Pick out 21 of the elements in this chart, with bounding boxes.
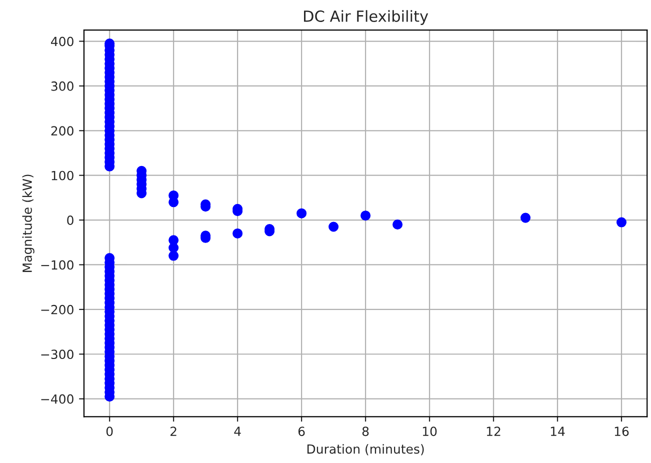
y-tick-label: −100 xyxy=(41,260,74,270)
x-tick-label: 8 xyxy=(362,426,369,436)
x-tick-label: 14 xyxy=(550,426,565,436)
y-tick-label: 100 xyxy=(52,170,74,180)
chart-title: DC Air Flexibility xyxy=(304,10,428,25)
y-tick-label: 300 xyxy=(51,81,74,91)
x-tick-label: 6 xyxy=(298,426,305,436)
y-axis-title: Magnitude (kW) xyxy=(22,174,34,272)
x-tick-label: 0 xyxy=(106,426,113,436)
y-tick-label: −300 xyxy=(41,350,74,360)
x-tick-label: 16 xyxy=(614,426,629,436)
x-tick-label: 10 xyxy=(422,426,437,436)
y-tick-label: −200 xyxy=(41,304,74,314)
x-tick-label: 4 xyxy=(234,426,241,436)
x-axis-title: Duration (minutes) xyxy=(307,444,424,456)
y-tick-label: 200 xyxy=(51,126,74,136)
y-tick-label: 400 xyxy=(51,36,74,46)
x-tick-label: 12 xyxy=(486,426,500,436)
y-tick-label: 0 xyxy=(67,216,74,225)
y-tick-label: −400 xyxy=(41,394,74,404)
x-tick-label: 2 xyxy=(170,426,176,436)
